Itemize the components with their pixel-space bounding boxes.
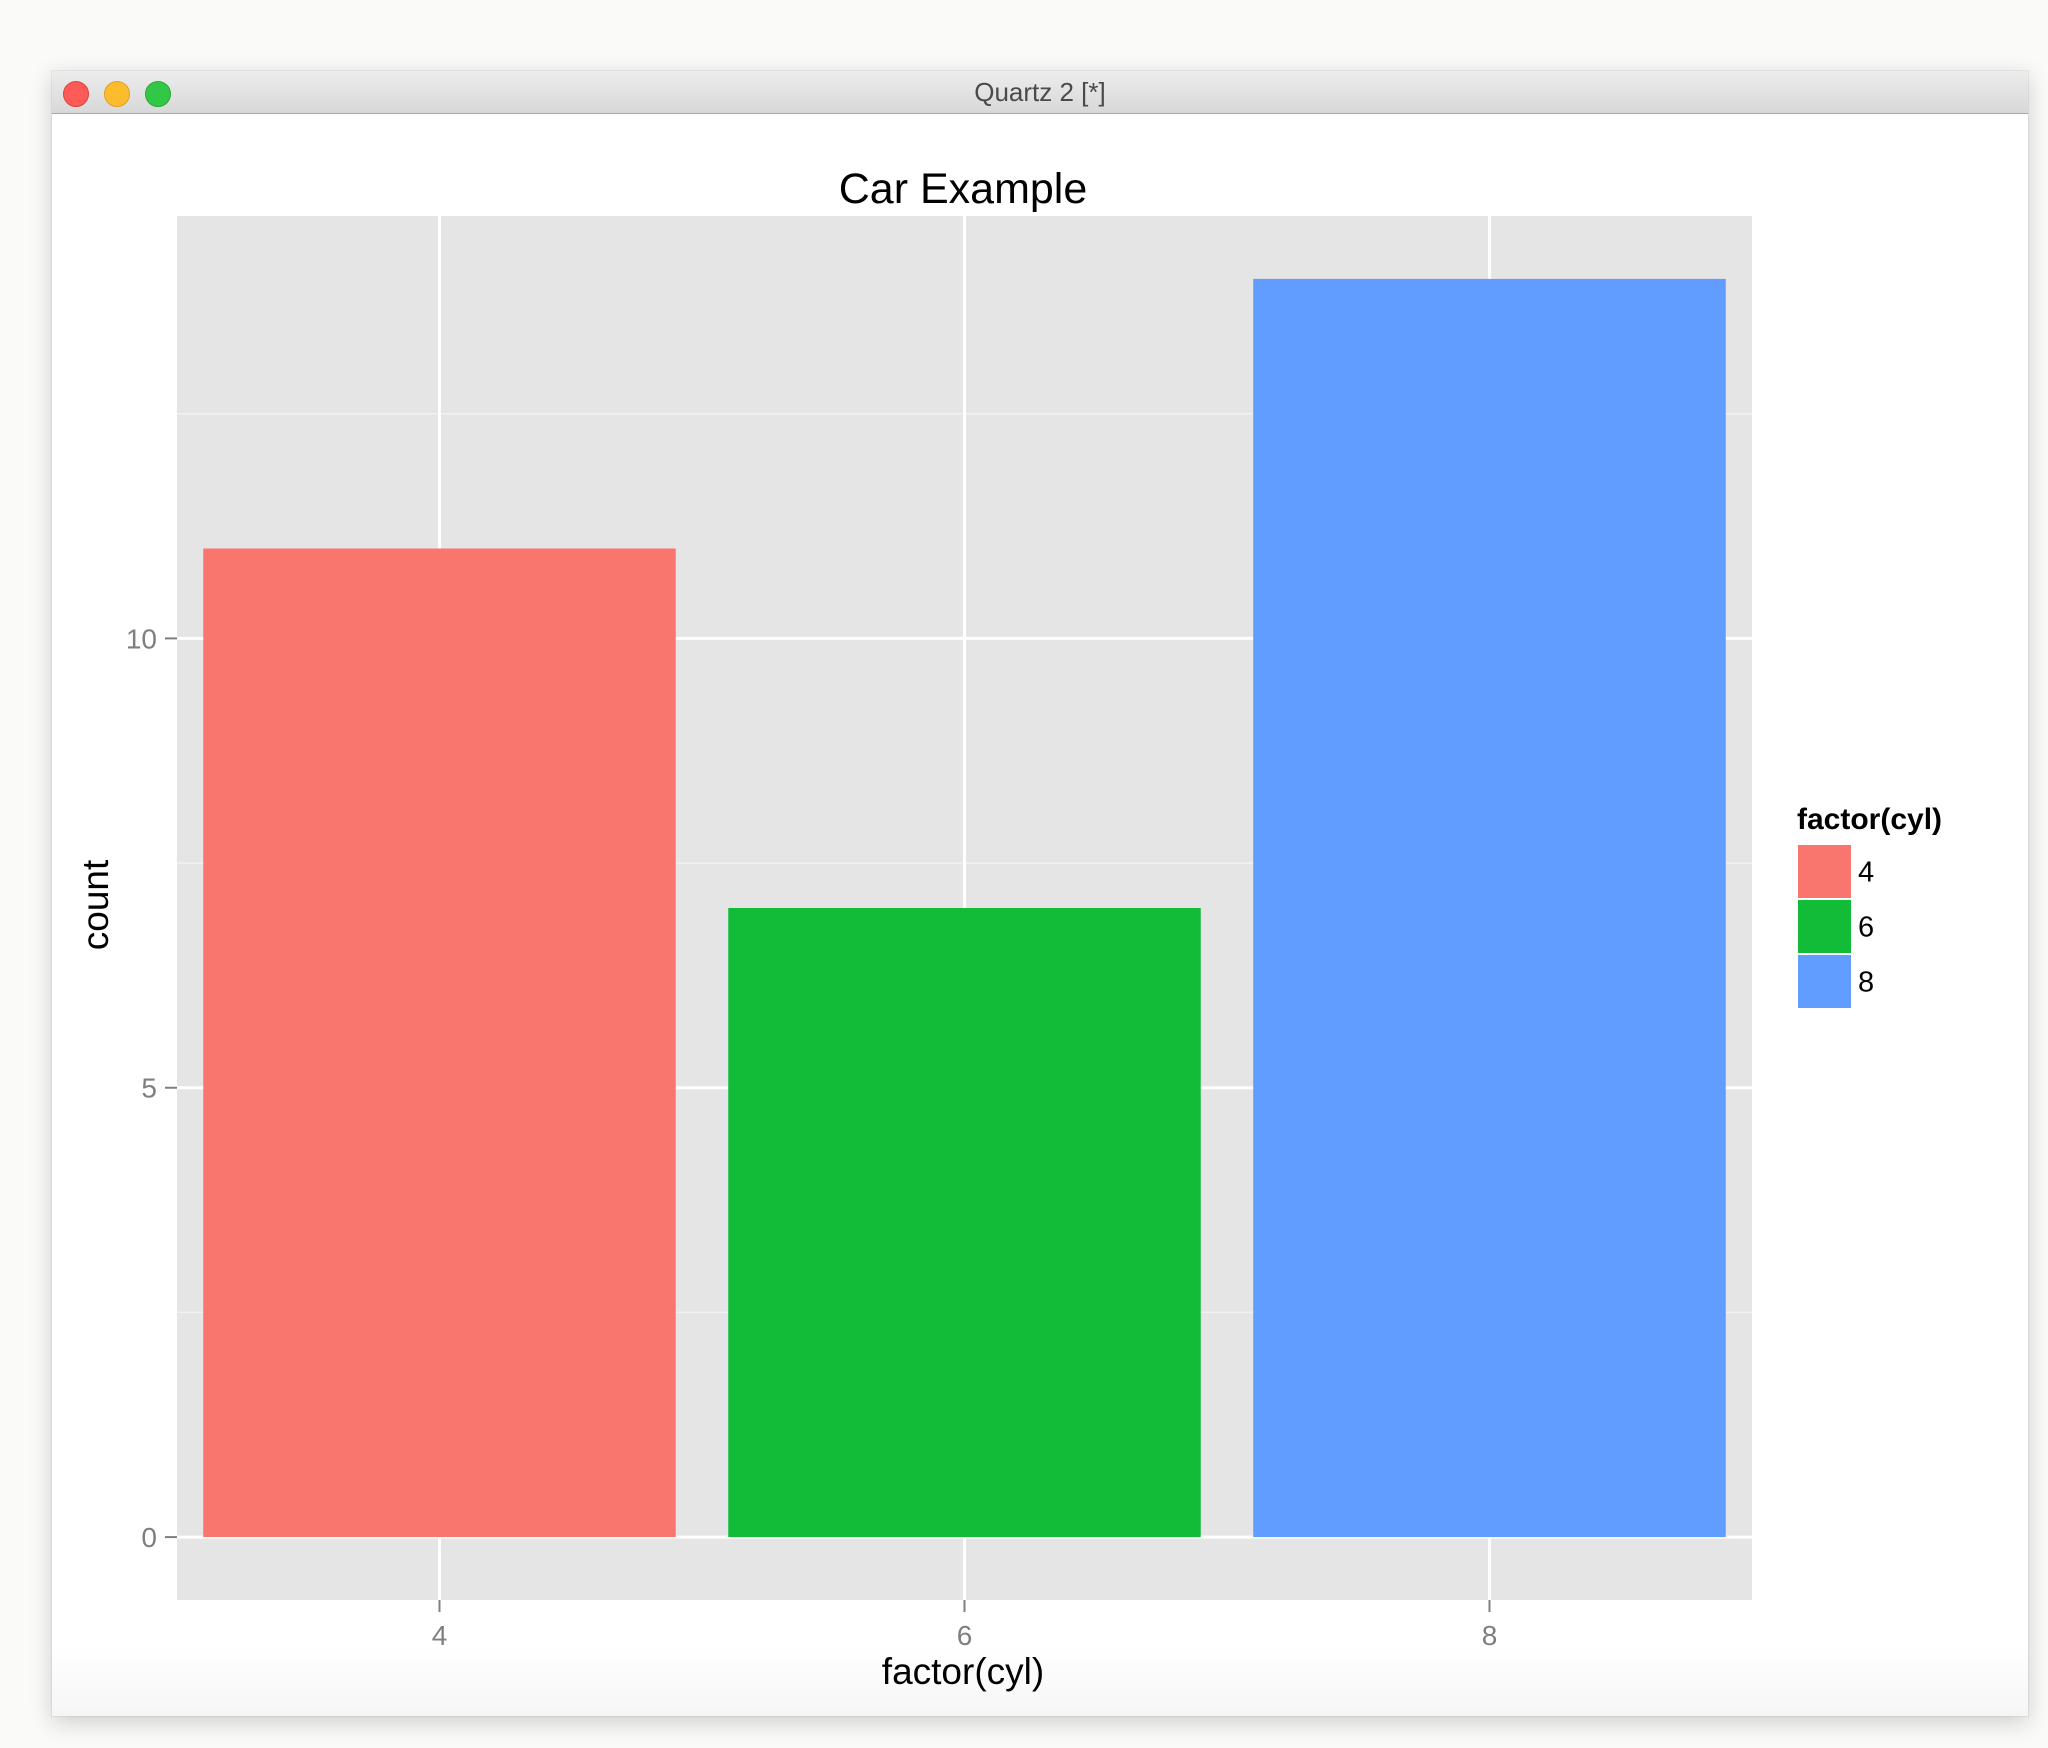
zoom-window-button[interactable]: [145, 81, 171, 107]
window-titlebar: Quartz 2 [*]: [52, 71, 2028, 114]
y-tick-label: 10: [126, 623, 157, 654]
x-axis: 4 6 8: [432, 1600, 1498, 1651]
legend-swatch-6: [1798, 900, 1851, 953]
y-tick-label: 0: [141, 1522, 157, 1553]
legend-swatch-8: [1798, 955, 1851, 1008]
x-tick-label: 4: [432, 1620, 448, 1651]
y-tick-label: 5: [141, 1073, 157, 1104]
bar-6: [728, 908, 1201, 1538]
y-axis-label: count: [75, 859, 116, 950]
legend: factor(cyl) 4 6 8: [1796, 803, 1942, 1010]
x-tick-label: 8: [1482, 1620, 1498, 1651]
window-bottom-shade: [52, 1646, 2028, 1716]
legend-label: 6: [1858, 912, 1874, 944]
bar-4: [203, 548, 676, 1538]
bar-8: [1253, 278, 1726, 1538]
bar-series: [203, 278, 1726, 1538]
legend-label: 8: [1858, 967, 1874, 999]
x-axis-label: factor(cyl): [882, 1651, 1044, 1692]
close-window-button[interactable]: [63, 81, 89, 107]
legend-title: factor(cyl): [1797, 803, 1942, 836]
x-tick-label: 6: [957, 1620, 973, 1651]
minimize-window-button[interactable]: [104, 81, 130, 107]
y-axis: 0 5 10: [126, 623, 177, 1553]
legend-label: 4: [1858, 857, 1874, 889]
legend-swatch-4: [1798, 845, 1851, 898]
chart-title: Car Example: [839, 165, 1088, 213]
window-title: Quartz 2 [*]: [974, 77, 1106, 107]
